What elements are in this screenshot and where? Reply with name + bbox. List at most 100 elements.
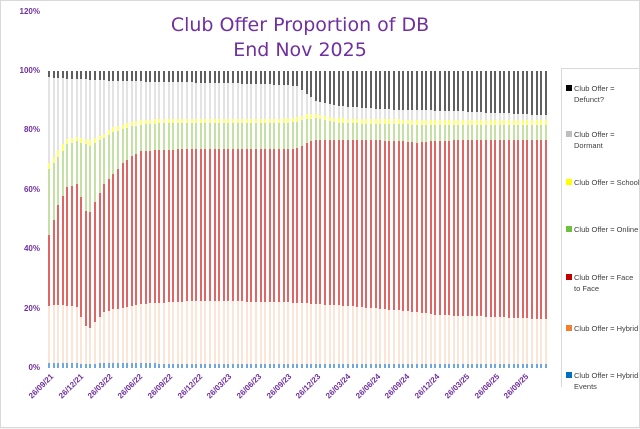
bar-segment-hybrid-events xyxy=(57,362,60,368)
bar-segment-dormant xyxy=(397,109,400,120)
bar-segment-dormant xyxy=(480,112,483,121)
bar-segment-dormant xyxy=(406,109,409,120)
bar-segment-online xyxy=(411,124,414,143)
bar-segment-hybrid xyxy=(75,307,78,364)
bar-segment-dormant xyxy=(314,101,317,114)
bar-segment-defunct xyxy=(278,71,280,85)
bar xyxy=(393,12,395,368)
bar-segment-defunct xyxy=(443,71,446,111)
bar-segment-defunct xyxy=(466,71,469,112)
bar xyxy=(314,12,317,368)
bar xyxy=(255,12,257,368)
bar-segment-face-to-face xyxy=(480,140,483,317)
bar-segment-online xyxy=(107,135,110,179)
bar-segment-school xyxy=(71,137,73,143)
legend-label: Club Offer = School xyxy=(574,178,640,187)
bar xyxy=(282,12,285,368)
bar-segment-hybrid xyxy=(370,308,372,364)
bar-segment-school xyxy=(75,136,78,142)
bar-segment-defunct xyxy=(439,71,441,111)
bar-segment-online xyxy=(48,169,50,235)
bar-segment-school xyxy=(268,118,271,124)
legend-swatch-icon xyxy=(566,274,572,280)
bar-segment-dormant xyxy=(411,109,414,121)
bar-segment-face-to-face xyxy=(512,140,515,318)
bar-segment-dormant xyxy=(163,81,165,119)
bar-segment-face-to-face xyxy=(305,142,308,304)
bar-segment-school xyxy=(112,127,115,133)
bar-segment-hybrid xyxy=(489,316,492,365)
bar-segment-school xyxy=(429,120,432,125)
bar-segment-dormant xyxy=(130,81,133,122)
bar-segment-hybrid-events xyxy=(190,363,193,368)
bar-segment-hybrid xyxy=(535,318,538,365)
bar-segment-face-to-face xyxy=(245,149,248,302)
bar-segment-dormant xyxy=(227,83,230,119)
bar-segment-hybrid xyxy=(439,314,441,365)
bar-segment-hybrid-events xyxy=(365,363,368,368)
bar-segment-school xyxy=(48,163,50,170)
bar-segment-defunct xyxy=(52,71,55,78)
bar-segment-dormant xyxy=(517,113,520,121)
bar-segment-dormant xyxy=(498,113,501,121)
bar-segment-dormant xyxy=(195,82,198,119)
bar-segment-face-to-face xyxy=(181,149,184,302)
bar xyxy=(209,12,211,368)
bar xyxy=(494,12,497,368)
bar-segment-online xyxy=(452,124,455,141)
bar-segment-face-to-face xyxy=(149,150,152,304)
bar-segment-dormant xyxy=(135,81,138,122)
bar-segment-hybrid-events xyxy=(241,363,244,368)
bar-segment-defunct xyxy=(117,71,119,81)
bar xyxy=(443,12,446,368)
bar xyxy=(236,12,239,368)
bar-segment-dormant xyxy=(144,81,147,120)
bar xyxy=(466,12,469,368)
bar-segment-dormant xyxy=(268,84,271,119)
bar-segment-defunct xyxy=(98,71,101,80)
bar-segment-defunct xyxy=(209,71,211,83)
bar-segment-defunct xyxy=(420,71,423,111)
bar-segment-hybrid xyxy=(181,301,184,364)
bar-segment-hybrid xyxy=(337,305,340,364)
bar-segment-face-to-face xyxy=(61,195,64,306)
bar-segment-hybrid xyxy=(130,306,133,363)
bar-segment-dormant xyxy=(360,107,363,120)
bar xyxy=(402,12,405,368)
bar-segment-hybrid-events xyxy=(508,364,510,368)
bar-segment-dormant xyxy=(84,79,87,139)
bar-segment-school xyxy=(388,119,391,124)
bar xyxy=(158,12,161,368)
bar-segment-school xyxy=(52,156,55,164)
bar-segment-school xyxy=(232,118,234,124)
bar-segment-online xyxy=(393,123,395,141)
bar-segment-dormant xyxy=(439,110,441,121)
y-tick-40: 40% xyxy=(23,244,40,253)
bar-segment-hybrid xyxy=(71,306,73,363)
bar-segment-hybrid-events xyxy=(314,363,317,368)
bar-segment-hybrid xyxy=(406,311,409,364)
bar-segment-hybrid xyxy=(84,326,87,365)
bar-segment-school xyxy=(144,119,147,125)
bar-segment-dormant xyxy=(503,113,506,121)
bar xyxy=(475,12,478,368)
bar-segment-hybrid-events xyxy=(75,363,78,368)
bar-segment-online xyxy=(531,124,533,141)
bar-segment-face-to-face xyxy=(370,140,372,309)
bar xyxy=(452,12,455,368)
bar-segment-face-to-face xyxy=(328,139,331,305)
legend-label: Club Offer = Hybrid xyxy=(574,324,639,333)
bar-segment-face-to-face xyxy=(379,140,382,309)
bar-segment-hybrid xyxy=(255,301,257,364)
bar-segment-online xyxy=(351,123,354,141)
bar-segment-hybrid xyxy=(107,310,110,363)
bar xyxy=(75,12,78,368)
bar-segment-defunct xyxy=(287,71,290,86)
bar-segment-hybrid xyxy=(503,317,506,365)
bar-segment-hybrid-events xyxy=(140,363,142,368)
bar-segment-dormant xyxy=(365,108,368,120)
bar-segment-defunct xyxy=(397,71,400,110)
bar-segment-hybrid xyxy=(158,302,161,364)
bar xyxy=(163,12,165,368)
bar xyxy=(287,12,290,368)
